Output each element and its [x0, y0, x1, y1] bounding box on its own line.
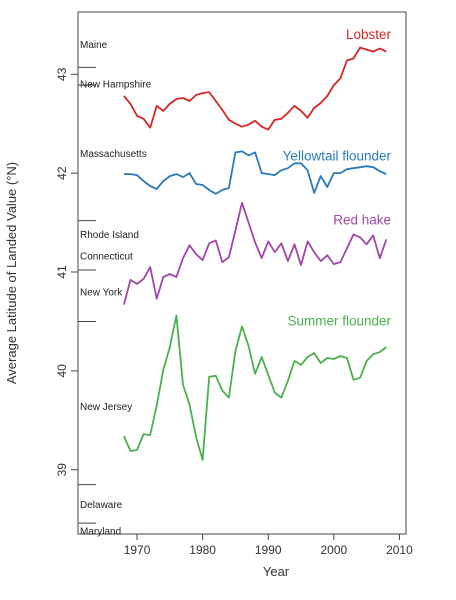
- state-label: Massachusetts: [80, 149, 147, 160]
- x-tick-label: 2000: [320, 543, 347, 557]
- state-labels: Maine New Hampshire Massachusetts Rhode Isl…: [78, 40, 152, 538]
- series-line: [123, 201, 388, 305]
- plot-frame: [77, 11, 407, 535]
- series-label: Summer flounder: [287, 313, 391, 328]
- series-line: [123, 46, 387, 131]
- y-tick-label: 41: [55, 265, 69, 279]
- y-tick-label: 40: [55, 364, 69, 378]
- state-label: Maine: [80, 40, 108, 51]
- state-label: Delaware: [80, 500, 123, 511]
- state-label: Rhode Island: [80, 230, 139, 241]
- y-tick-label: 43: [55, 67, 69, 81]
- x-tick-label: 2010: [386, 543, 413, 557]
- series-line: [123, 314, 387, 461]
- series-label: Yellowtail flounder: [283, 148, 392, 163]
- state-label: Connecticut: [80, 252, 133, 263]
- state-label: Maryland: [80, 527, 121, 538]
- x-tick-label: 1980: [189, 543, 216, 557]
- y-tick-label: 42: [55, 166, 69, 180]
- x-axis-title: Year: [263, 564, 290, 579]
- y-axis-title: Average Latitude of Landed Value (°N): [4, 162, 19, 384]
- state-label: New York: [80, 287, 123, 298]
- series-labels: Lobster Yellowtail flounder Red hake Summer…: [283, 27, 392, 329]
- x-tick-label: 1990: [255, 543, 282, 557]
- state-label: New Jersey: [80, 402, 132, 413]
- series-line: [123, 150, 387, 195]
- series-lines: [123, 46, 388, 461]
- state-label: New Hampshire: [80, 80, 152, 91]
- x-tick-label: 1970: [124, 543, 151, 557]
- series-label: Lobster: [346, 27, 392, 42]
- series-label: Red hake: [333, 213, 391, 228]
- y-axis: 39 40 41 42 43: [55, 67, 78, 476]
- x-axis: 1970 1980 1990 2000 2010: [124, 534, 413, 557]
- y-tick-label: 39: [55, 463, 69, 477]
